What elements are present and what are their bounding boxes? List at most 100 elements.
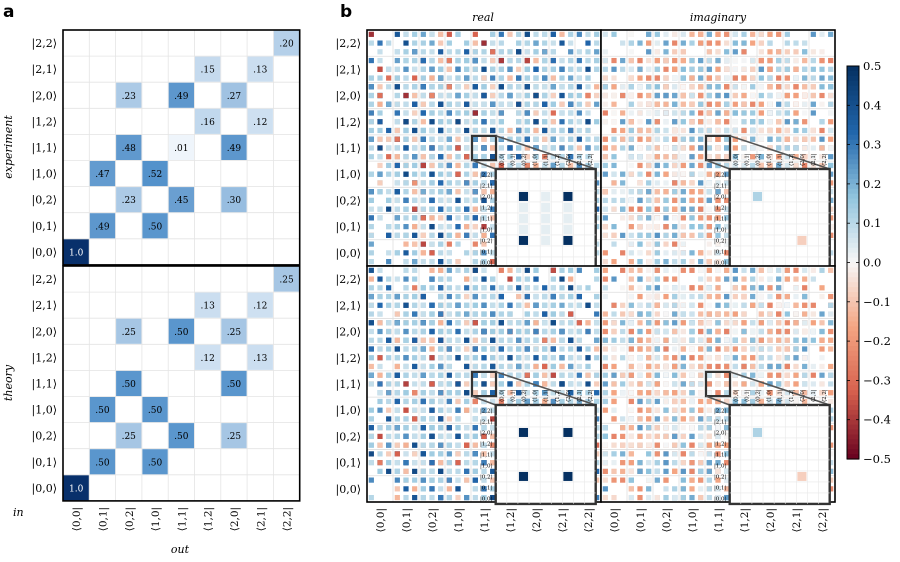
process-matrix-element	[741, 145, 747, 151]
process-matrix-element	[793, 66, 799, 72]
process-matrix-element	[585, 127, 591, 134]
process-matrix-element	[689, 127, 695, 134]
process-matrix-element	[767, 136, 773, 142]
process-matrix-element	[706, 31, 712, 37]
process-matrix-element	[490, 302, 496, 308]
process-matrix-element	[784, 49, 790, 55]
process-matrix-element	[810, 154, 816, 160]
process-matrix-element	[472, 180, 478, 186]
process-matrix-element	[498, 84, 504, 90]
process-matrix-element	[611, 119, 617, 125]
process-matrix-element	[732, 154, 738, 160]
process-matrix-element	[568, 276, 574, 282]
process-matrix-element	[654, 171, 660, 177]
process-matrix-element	[394, 215, 400, 221]
process-matrix-element	[386, 84, 392, 90]
process-matrix-element	[490, 232, 496, 238]
process-matrix-element	[576, 145, 582, 151]
process-matrix-element	[767, 127, 773, 134]
process-matrix-element	[750, 145, 756, 151]
process-matrix-element	[784, 110, 790, 116]
process-matrix-element	[672, 75, 678, 81]
process-matrix-element	[724, 250, 730, 256]
process-matrix-element	[455, 206, 461, 212]
inset-column-tick-label: ⟨2,2|	[821, 153, 828, 166]
process-matrix-element	[819, 49, 825, 55]
column-tick-label: ⟨2,1|	[255, 507, 268, 531]
process-matrix-element	[429, 258, 435, 265]
process-matrix-element	[680, 241, 686, 247]
process-matrix-element	[464, 101, 470, 107]
process-matrix-element	[533, 57, 539, 64]
process-matrix-element	[420, 162, 426, 169]
process-matrix-element	[559, 66, 565, 72]
process-matrix-element	[498, 267, 504, 273]
inset-frame	[728, 167, 831, 270]
process-matrix-element	[594, 293, 600, 300]
process-matrix-element	[464, 206, 470, 212]
inset-matrix-element	[518, 213, 529, 223]
row-tick-label: |2,1⟩	[32, 63, 58, 77]
process-matrix-element	[386, 258, 392, 265]
process-matrix-element	[654, 127, 660, 134]
process-matrix-element	[602, 119, 608, 125]
process-matrix-element	[403, 119, 409, 125]
process-matrix-element	[455, 119, 461, 125]
process-matrix-element	[585, 145, 591, 151]
process-matrix-element	[741, 49, 747, 55]
process-matrix-element	[412, 276, 418, 282]
process-matrix-element	[585, 92, 591, 99]
process-matrix-element	[550, 328, 556, 335]
process-matrix-element	[672, 110, 678, 116]
inset-row-tick-label: |1,2⟩	[480, 204, 493, 211]
process-matrix-element	[689, 258, 695, 265]
process-matrix-element	[637, 241, 643, 247]
process-matrix-element	[620, 119, 626, 125]
process-matrix-element	[481, 276, 487, 282]
process-matrix-element	[516, 276, 522, 282]
process-matrix-element	[646, 31, 652, 37]
process-matrix-element	[637, 66, 643, 72]
process-matrix-element	[472, 154, 478, 160]
process-matrix-element	[602, 110, 608, 116]
process-matrix-element	[689, 101, 695, 107]
process-matrix-element	[594, 267, 600, 273]
process-matrix-element	[412, 40, 418, 46]
process-matrix-element	[550, 154, 556, 160]
process-matrix-element	[542, 49, 548, 55]
process-matrix-element	[680, 232, 686, 238]
row-tick-label: |2,1⟩	[32, 299, 58, 313]
process-matrix-element	[828, 145, 834, 151]
process-matrix-element	[828, 92, 834, 99]
process-matrix-element	[680, 162, 686, 169]
process-matrix-element	[758, 40, 764, 46]
process-matrix-element	[550, 320, 556, 326]
process-matrix-element	[750, 136, 756, 142]
cell-value-label: .16	[200, 118, 215, 128]
process-matrix-element	[559, 40, 565, 46]
process-matrix-element	[741, 119, 747, 125]
process-matrix-element	[611, 206, 617, 212]
row-tick-label: |1,0⟩	[336, 168, 362, 182]
process-matrix-element	[758, 66, 764, 72]
panel-label-a: a	[3, 2, 14, 22]
process-matrix-element	[524, 311, 530, 317]
process-matrix-element	[429, 189, 435, 195]
process-matrix-element	[680, 40, 686, 46]
row-tick-label: |0,2⟩	[336, 194, 362, 208]
process-matrix-element	[628, 75, 634, 81]
inset-matrix-element	[541, 213, 551, 223]
process-matrix-element	[412, 267, 418, 273]
process-matrix-element	[810, 162, 816, 169]
inset-column-tick-label: ⟨2,0|	[565, 153, 572, 166]
process-matrix-element	[689, 171, 695, 177]
truth-table-cell	[273, 30, 300, 56]
process-matrix-element	[637, 258, 643, 265]
truth-table-cell	[116, 318, 142, 344]
process-matrix-element	[377, 66, 383, 72]
process-matrix-element	[481, 75, 487, 81]
process-matrix-element	[464, 40, 470, 46]
process-matrix-element	[767, 162, 773, 169]
process-matrix-element	[568, 285, 574, 291]
